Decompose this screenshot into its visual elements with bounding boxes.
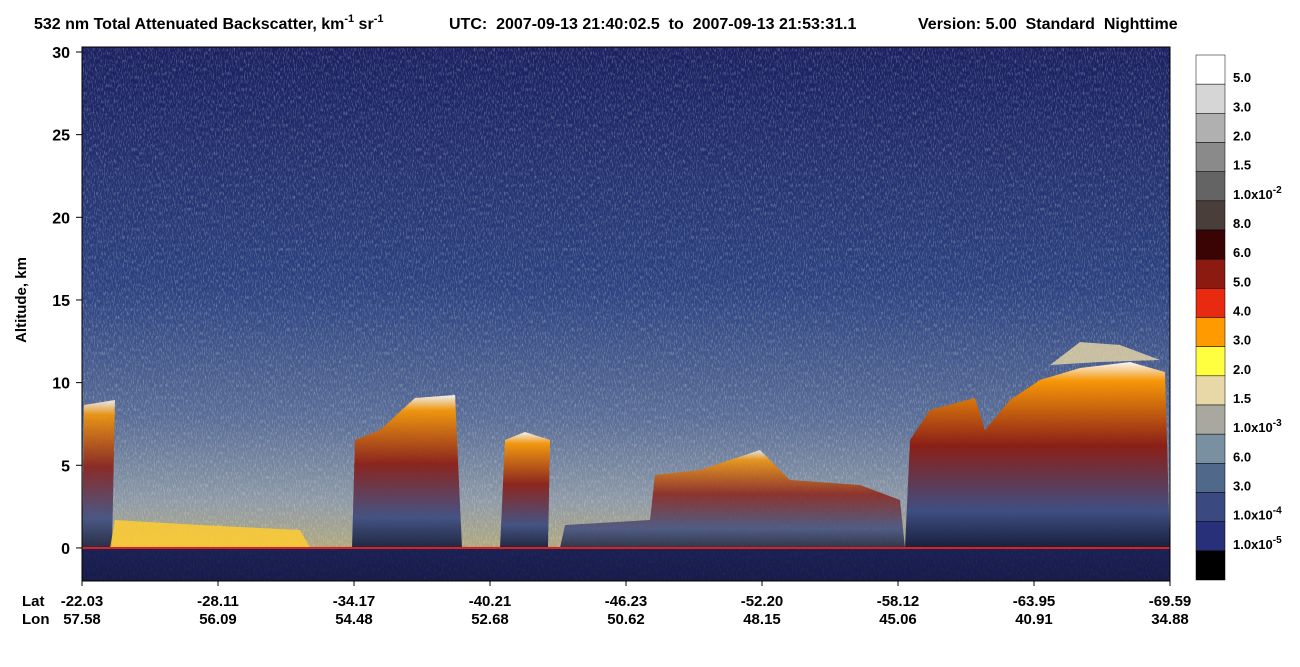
- lon-label: 54.48: [335, 611, 373, 628]
- lon-label: 56.09: [199, 611, 237, 628]
- y-tick-label: 5: [61, 458, 70, 475]
- colorbar-label: 1.0x10-3: [1233, 418, 1282, 435]
- colorbar-label-text: 1.0x10: [1233, 537, 1273, 552]
- colorbar-swatch: [1195, 229, 1226, 260]
- colorbar-swatch: [1195, 171, 1226, 202]
- colorbar-swatch: [1195, 317, 1226, 347]
- colorbar-swatch: [1195, 54, 1226, 85]
- y-tick-label: 25: [52, 128, 70, 145]
- lon-label: 34.88: [1151, 611, 1189, 628]
- lat-label: -63.95: [1013, 593, 1056, 610]
- colorbar-label-text: 5.0: [1233, 70, 1251, 85]
- title-version: Version: 5.00 Standard Nighttime: [918, 16, 1178, 33]
- colorbar-swatch: [1195, 404, 1226, 435]
- lat-label: -22.03: [61, 593, 104, 610]
- colorbar-label: 1.0x10-2: [1233, 185, 1282, 202]
- title-sup: -1: [344, 13, 354, 25]
- title-utc: UTC: 2007-09-13 21:40:02.5 to 2007-09-13…: [449, 16, 856, 33]
- colorbar-label-text: 5.0: [1233, 274, 1251, 289]
- colorbar-label-sup: -3: [1273, 418, 1282, 429]
- colorbar-label-text: 1.5: [1233, 158, 1251, 173]
- colorbar-swatch: [1195, 433, 1226, 464]
- lat-label: -46.23: [605, 593, 648, 610]
- chart-title: 532 nm Total Attenuated Backscatter, km-…: [34, 13, 383, 33]
- colorbar-label-text: 1.0x10: [1233, 420, 1273, 435]
- y-tick-label: 30: [52, 45, 70, 62]
- y-tick-label: 20: [52, 210, 70, 227]
- lat-label: -40.21: [469, 593, 512, 610]
- colorbar-swatch: [1195, 113, 1226, 143]
- colorbar-label-text: 3.0: [1233, 479, 1251, 494]
- colorbar-label: 1.0x10-4: [1233, 506, 1282, 523]
- lat-label: -69.59: [1149, 593, 1192, 610]
- colorbar-label: 1.5: [1233, 158, 1251, 173]
- colorbar-label-text: 8.0: [1233, 216, 1251, 231]
- x-row-label: Lat: [22, 593, 45, 610]
- x-row-label: Lon: [22, 611, 50, 628]
- lon-label: 52.68: [471, 611, 509, 628]
- colorbar-label-text: 1.0x10: [1233, 508, 1273, 523]
- colorbar-label-text: 4.0: [1233, 304, 1251, 319]
- colorbar-swatch: [1195, 550, 1226, 581]
- colorbar-swatch: [1195, 463, 1226, 493]
- title-unit: sr: [354, 16, 374, 33]
- y-axis-label: Altitude, km: [13, 257, 30, 343]
- colorbar-label: 2.0: [1233, 129, 1251, 144]
- colorbar-label-text: 6.0: [1233, 245, 1251, 260]
- colorbar-label-text: 1.5: [1233, 391, 1251, 406]
- colorbar-swatch: [1195, 142, 1226, 172]
- plot-background: [81, 46, 1171, 582]
- colorbar-label: 6.0: [1233, 449, 1251, 464]
- colorbar-label: 5.0: [1233, 70, 1251, 85]
- colorbar-swatch: [1195, 521, 1226, 552]
- colorbar-label-sup: -5: [1273, 535, 1282, 546]
- y-tick-label: 15: [52, 293, 70, 310]
- lat-label: -28.11: [197, 593, 239, 610]
- y-tick-label: 10: [52, 376, 70, 393]
- colorbar-label-text: 6.0: [1233, 449, 1251, 464]
- title-main: 532 nm Total Attenuated Backscatter, km: [34, 16, 344, 33]
- lat-label: -58.12: [877, 593, 920, 610]
- colorbar-label: 1.5: [1233, 391, 1251, 406]
- colorbar-swatch: [1195, 375, 1226, 406]
- colorbar-label: 8.0: [1233, 216, 1251, 231]
- y-tick-label: 0: [61, 541, 70, 558]
- lon-label: 48.15: [743, 611, 781, 628]
- lat-label: -34.17: [333, 593, 376, 610]
- colorbar-label-text: 3.0: [1233, 99, 1251, 114]
- colorbar-label-text: 1.0x10: [1233, 187, 1273, 202]
- colorbar-label-text: 2.0: [1233, 129, 1251, 144]
- lon-label: 45.06: [879, 611, 917, 628]
- colorbar-label: 6.0: [1233, 245, 1251, 260]
- colorbar-label-sup: -4: [1273, 506, 1282, 517]
- colorbar-label: 3.0: [1233, 99, 1251, 114]
- title-sup: -1: [374, 13, 384, 25]
- colorbar-label: 3.0: [1233, 333, 1251, 348]
- lat-label: -52.20: [741, 593, 784, 610]
- lon-label: 40.91: [1015, 611, 1053, 628]
- colorbar-label-text: 3.0: [1233, 333, 1251, 348]
- colorbar-label-text: 2.0: [1233, 362, 1251, 377]
- colorbar-swatch: [1195, 492, 1226, 522]
- colorbar-label: 4.0: [1233, 304, 1251, 319]
- colorbar-label: 3.0: [1233, 479, 1251, 494]
- colorbar-swatch: [1195, 200, 1226, 231]
- colorbar-label: 1.0x10-5: [1233, 535, 1282, 552]
- colorbar-swatch: [1195, 288, 1226, 318]
- colorbar-label: 2.0: [1233, 362, 1251, 377]
- colorbar-swatch: [1195, 258, 1226, 289]
- colorbar-label-sup: -2: [1273, 185, 1282, 196]
- lon-label: 57.58: [63, 611, 101, 628]
- colorbar-swatch: [1195, 346, 1226, 377]
- colorbar-swatch: [1195, 83, 1226, 114]
- colorbar-label: 5.0: [1233, 274, 1251, 289]
- lon-label: 50.62: [607, 611, 645, 628]
